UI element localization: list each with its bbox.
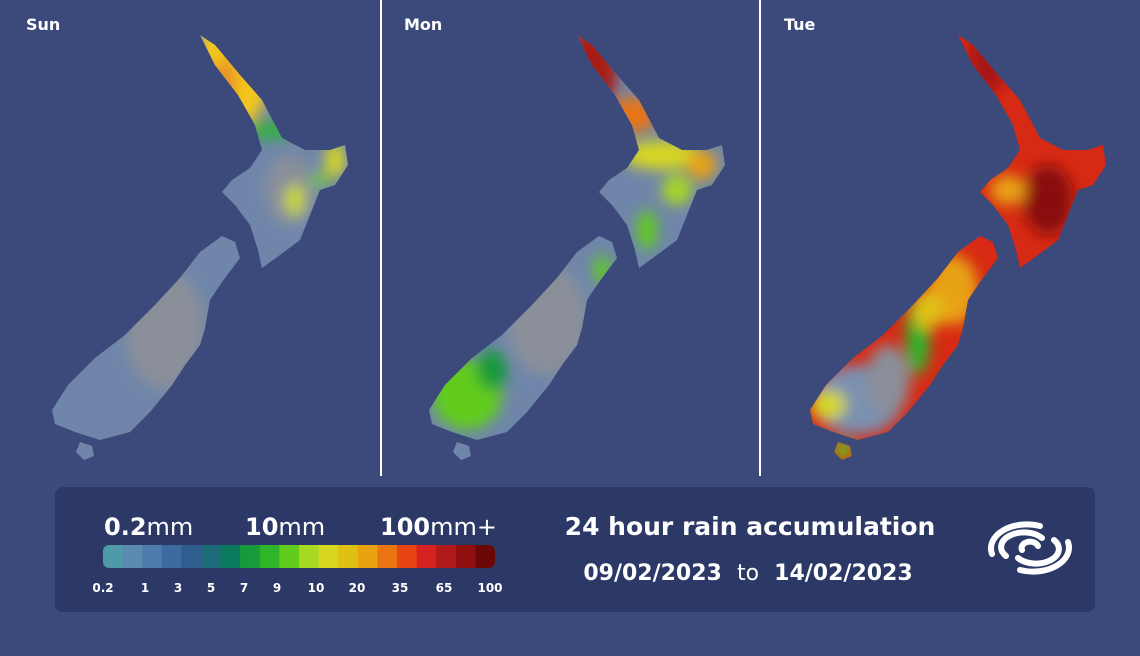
legend: 0.2mm 10mm 100mm+0.2 1 3 5 7 9 10 20 35 65 100 (92, 513, 502, 595)
heading-number: 100 (380, 513, 430, 541)
color-swatch (142, 545, 163, 568)
color-swatch (436, 545, 457, 568)
heading-number: 0.2 (104, 513, 147, 541)
heading-unit: mm (278, 513, 325, 541)
color-swatch (259, 545, 280, 568)
color-swatch (299, 545, 320, 568)
day-label: Tue (784, 15, 816, 34)
color-swatch (377, 545, 398, 568)
color-swatch (318, 545, 339, 568)
color-swatch (122, 545, 143, 568)
legend-title: 24 hour rain accumulation (565, 512, 936, 541)
date-range: 09/02/2023 to 14/02/2023 (583, 561, 912, 586)
start-date: 09/02/2023 (583, 561, 722, 586)
color-swatch (103, 545, 124, 568)
legend-tick-label: 9 (273, 581, 281, 595)
heading-unit: mm (147, 513, 194, 541)
day-label: Mon (404, 15, 442, 34)
color-swatch (416, 545, 437, 568)
color-swatch (279, 545, 300, 568)
legend-tick-label: 65 (436, 581, 453, 595)
color-swatch (240, 545, 261, 568)
logo (988, 521, 1072, 575)
color-swatch (201, 545, 222, 568)
legend-tick-label: 3 (174, 581, 182, 595)
color-swatch (397, 545, 418, 568)
color-swatch (181, 545, 202, 568)
color-swatch (455, 545, 476, 568)
heading-unit: mm+ (430, 513, 497, 541)
legend-box (55, 487, 1095, 612)
color-swatch (220, 545, 241, 568)
legend-tick-label: 1 (141, 581, 149, 595)
legend-tick-label: 10 (308, 581, 325, 595)
legend-tick-label: 7 (240, 581, 248, 595)
legend-tick-label: 5 (207, 581, 215, 595)
color-swatch (338, 545, 359, 568)
legend-heading: 10mm (245, 513, 325, 541)
color-bar (103, 545, 495, 568)
color-swatch (475, 545, 495, 568)
legend-tick-label: 20 (349, 581, 366, 595)
heading-number: 10 (245, 513, 278, 541)
legend-tick-label: 0.2 (92, 581, 113, 595)
legend-tick-label: 35 (392, 581, 409, 595)
color-swatch (357, 545, 378, 568)
legend-tick-label: 100 (477, 581, 502, 595)
date-separator: to (737, 561, 759, 586)
legend-heading: 100mm+ (380, 513, 497, 541)
color-swatch (161, 545, 182, 568)
day-label: Sun (26, 15, 60, 34)
legend-heading: 0.2mm (104, 513, 193, 541)
end-date: 14/02/2023 (774, 561, 913, 586)
